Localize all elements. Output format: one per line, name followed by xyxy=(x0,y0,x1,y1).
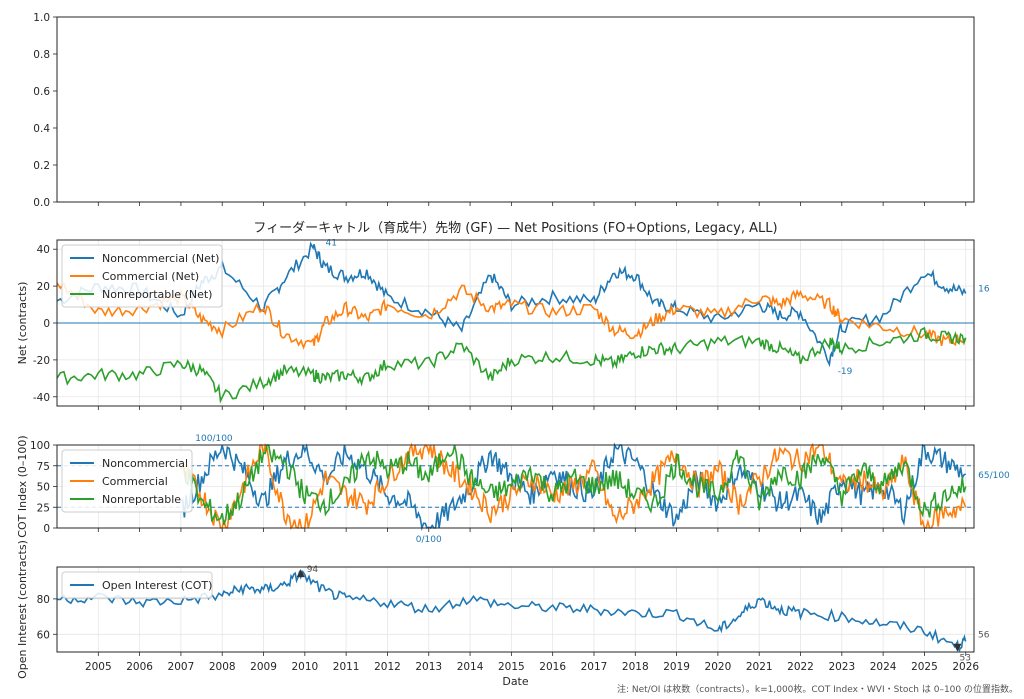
net-y-axis-label: Net (contracts) xyxy=(16,282,29,365)
legend-label: Nonreportable xyxy=(102,493,181,506)
net-annotation: 41 xyxy=(325,238,336,248)
panel-1-frame xyxy=(56,239,975,407)
oi-annotation: 56 xyxy=(978,630,990,640)
x-tick-label: 2026 xyxy=(952,661,979,673)
x-tick-label: 2010 xyxy=(291,661,318,673)
net-series-line xyxy=(56,241,967,368)
cot-series-line xyxy=(180,442,967,532)
cot-y-axis-label: COT Index (0–100) xyxy=(16,435,29,537)
y-tick-label: 1.0 xyxy=(33,12,50,24)
x-tick-label: 2015 xyxy=(498,661,525,673)
x-tick-label: 2014 xyxy=(457,661,484,673)
panel-2-legend xyxy=(61,449,193,513)
panel-3-frame xyxy=(56,566,975,653)
x-tick-label: 2025 xyxy=(911,661,938,673)
y-tick-label: -40 xyxy=(33,392,50,404)
y-tick-label: 0.6 xyxy=(33,86,50,98)
x-tick-label: 2024 xyxy=(870,661,897,673)
oi-annotation: 53 xyxy=(959,654,970,664)
y-tick-label: 40 xyxy=(37,244,50,256)
y-tick-label: 100 xyxy=(30,440,50,452)
panel-3-legend xyxy=(61,571,213,599)
y-tick-label: 0.2 xyxy=(33,160,50,172)
x-tick-label: 2021 xyxy=(746,661,773,673)
x-tick-label: 2023 xyxy=(828,661,855,673)
net-series-line xyxy=(56,282,967,350)
y-tick-label: 0 xyxy=(43,318,50,330)
x-axis-label: Date xyxy=(502,675,529,688)
y-tick-label: 25 xyxy=(37,502,50,514)
net-series-line xyxy=(56,326,967,404)
x-tick-label: 2022 xyxy=(787,661,814,673)
oi-annotation: 94 xyxy=(307,565,319,575)
legend-label: Nonreportable (Net) xyxy=(102,288,212,301)
net-annotation: -19 xyxy=(838,367,853,377)
oi-y-axis-label: Open Interest (contracts) xyxy=(16,540,29,679)
legend-label: Commercial (Net) xyxy=(102,270,199,283)
cot-annotation: 100/100 xyxy=(195,434,233,444)
cot-series-line xyxy=(180,444,967,525)
x-tick-label: 2016 xyxy=(539,661,566,673)
y-tick-label: 20 xyxy=(37,281,50,293)
y-tick-label: 0.4 xyxy=(33,123,50,135)
x-tick-label: 2017 xyxy=(581,661,608,673)
y-tick-label: 80 xyxy=(37,594,50,606)
x-tick-label: 2009 xyxy=(250,661,277,673)
cot-annotation: 65/100 xyxy=(978,471,1010,481)
legend-label: Commercial xyxy=(102,475,168,488)
x-tick-label: 2011 xyxy=(333,661,360,673)
net-panel-title: フィーダーキャトル（育成牛）先物 (GF) — Net Positions (F… xyxy=(253,220,777,236)
legend-label: Open Interest (COT) xyxy=(102,579,212,592)
panel-2-frame xyxy=(56,444,975,529)
x-tick-label: 2018 xyxy=(622,661,649,673)
oi-max-marker xyxy=(296,569,305,578)
x-tick-label: 2005 xyxy=(85,661,112,673)
legend-label: Noncommercial (Net) xyxy=(102,252,219,265)
x-tick-label: 2013 xyxy=(415,661,442,673)
oi-min-marker xyxy=(953,643,962,652)
legend-label: Noncommercial xyxy=(102,457,188,470)
y-tick-label: 0 xyxy=(43,523,50,535)
y-tick-label: 75 xyxy=(37,461,50,473)
net-annotation: 16 xyxy=(978,284,990,294)
x-tick-label: 2008 xyxy=(209,661,236,673)
panel-0-frame xyxy=(56,16,975,203)
cot-annotation: 0/100 xyxy=(416,535,442,545)
chart-footnote: 注: Net/OI は枚数（contracts）。k=1,000枚。COT In… xyxy=(616,685,1018,695)
x-tick-label: 2007 xyxy=(168,661,195,673)
x-tick-label: 2019 xyxy=(663,661,690,673)
oi-series-line xyxy=(57,569,967,652)
y-tick-label: -20 xyxy=(33,355,50,367)
y-tick-label: 50 xyxy=(37,482,50,494)
y-tick-label: 0.8 xyxy=(33,49,50,61)
y-tick-label: 60 xyxy=(37,629,50,641)
x-tick-label: 2012 xyxy=(374,661,401,673)
panel-1-legend xyxy=(61,244,223,308)
x-tick-label: 2020 xyxy=(705,661,732,673)
x-tick-label: 2006 xyxy=(126,661,153,673)
y-tick-label: 0.0 xyxy=(33,197,50,209)
